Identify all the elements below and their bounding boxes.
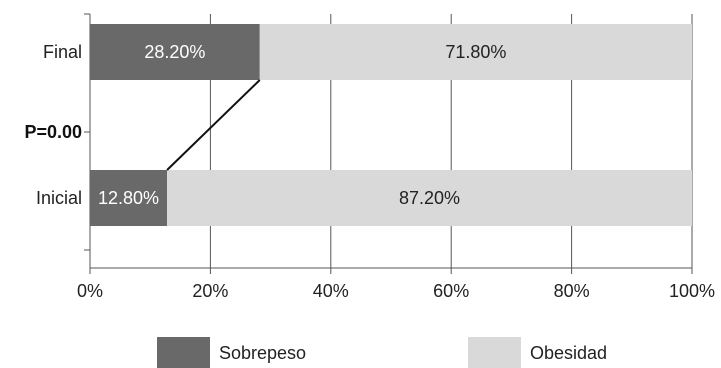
legend-label-sobrepeso: Sobrepeso xyxy=(219,343,306,363)
connector xyxy=(166,79,261,171)
bars xyxy=(90,24,692,226)
bar-obesidad-inicial xyxy=(167,170,692,226)
legend-label-obesidad: Obesidad xyxy=(530,343,607,363)
x-tick-labels: 0% 20% 40% 60% 80% 100% xyxy=(77,281,715,301)
x-tick-label: 40% xyxy=(313,281,349,301)
category-label-final: Final xyxy=(43,42,82,62)
legend-swatch-obesidad xyxy=(468,337,521,368)
bar-obesidad-final xyxy=(259,24,692,80)
x-tick-label: 80% xyxy=(554,281,590,301)
x-tick-label: 100% xyxy=(669,281,715,301)
data-labels: 28.20% 71.80% 12.80% 87.20% xyxy=(98,42,506,208)
bar-sobrepeso-final xyxy=(90,24,260,80)
bar-sobrepeso-inicial xyxy=(90,170,168,226)
p-value-annotation: P=0.00 xyxy=(24,122,82,142)
legend: Sobrepeso Obesidad xyxy=(157,337,607,368)
data-label: 12.80% xyxy=(98,188,159,208)
category-labels: Final Inicial xyxy=(36,42,82,208)
data-label: 87.20% xyxy=(399,188,460,208)
connector-line xyxy=(166,79,261,171)
category-label-inicial: Inicial xyxy=(36,188,82,208)
x-tick-label: 20% xyxy=(192,281,228,301)
x-tick-label: 60% xyxy=(433,281,469,301)
data-label: 71.80% xyxy=(445,42,506,62)
legend-swatch-sobrepeso xyxy=(157,337,210,368)
data-label: 28.20% xyxy=(144,42,205,62)
x-tick-label: 0% xyxy=(77,281,103,301)
